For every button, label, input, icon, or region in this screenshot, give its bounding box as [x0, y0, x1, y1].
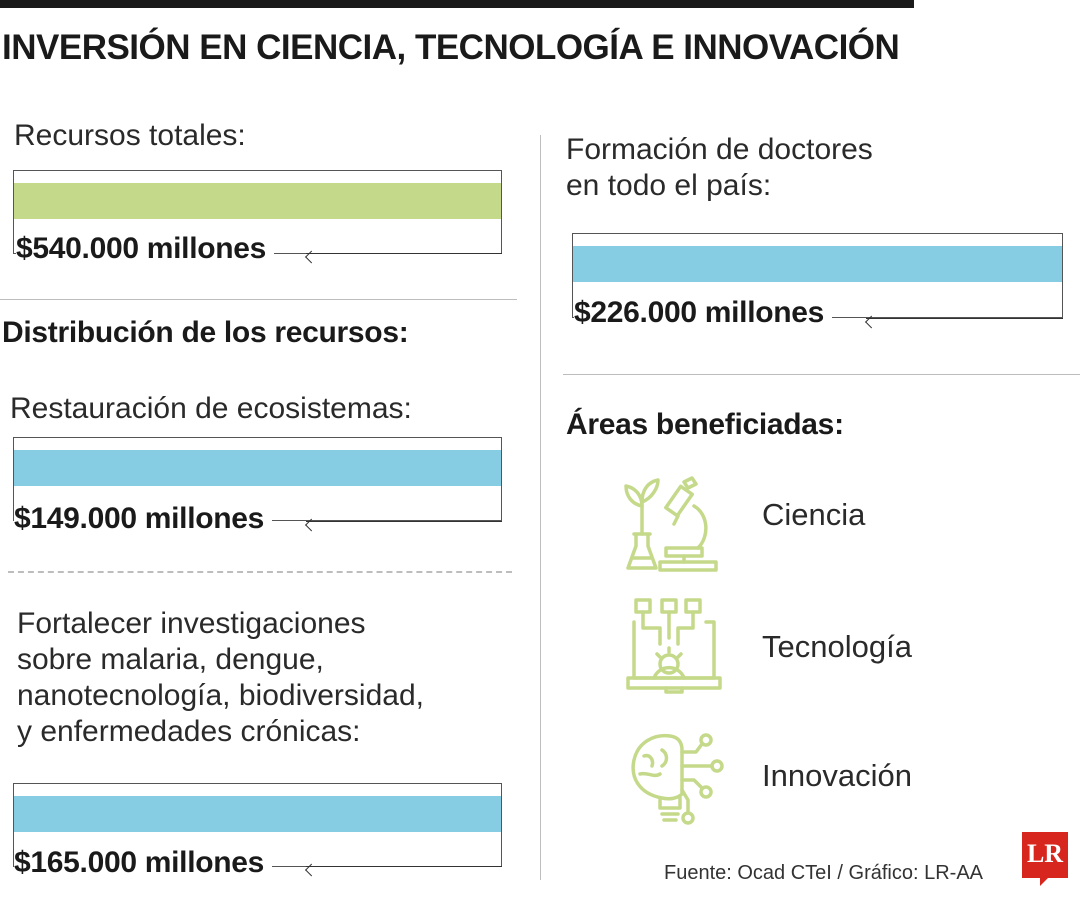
research-label-line-1: Fortalecer investigaciones: [17, 607, 366, 640]
research-bar: [14, 796, 501, 832]
ecosystems-value: $149.000 millones: [14, 502, 273, 536]
arrow-ecosystems: [306, 521, 502, 522]
divider-left-1: [0, 299, 517, 300]
research-label-line-3: nanotecnología, biodiversidad,: [17, 679, 424, 712]
area-label-tecnologia: Tecnología: [762, 629, 912, 664]
doctors-value: $226.000 millones: [574, 296, 833, 330]
distribution-heading: Distribución de los recursos:: [2, 316, 409, 349]
doctors-label-line-2: en todo el país:: [566, 169, 772, 202]
divider-right-1: [563, 374, 1080, 375]
total-bar: [14, 183, 501, 219]
doctors-label-line-1: Formación de doctores: [566, 133, 873, 166]
science-plant-microscope-icon: [624, 476, 718, 572]
brain-bulb-circuit-icon: [631, 733, 724, 825]
column-divider: [540, 135, 541, 880]
source-credit: Fuente: Ocad CTeI / Gráfico: LR-AA: [664, 862, 984, 884]
top-rule: [0, 0, 914, 8]
lr-logo-tail: [1040, 876, 1050, 886]
research-label-line-2: sobre malaria, dengue,: [17, 643, 324, 676]
ecosystems-bar: [14, 450, 501, 486]
area-label-ciencia: Ciencia: [762, 497, 866, 532]
laptop-gear-circuit-icon: [626, 598, 722, 694]
area-label-innovacion: Innovación: [762, 758, 912, 793]
total-resources-label: Recursos totales:: [14, 119, 246, 152]
arrow-doctors: [866, 318, 1063, 319]
page-title: INVERSIÓN EN CIENCIA, TECNOLOGÍA E INNOV…: [2, 28, 900, 67]
doctors-bar: [573, 246, 1062, 282]
research-value: $165.000 millones: [14, 846, 273, 880]
research-label-line-4: y enfermedades crónicas:: [17, 715, 361, 748]
arrow-total: [306, 253, 502, 254]
total-value: $540.000 millones: [16, 232, 275, 266]
arrow-research: [306, 866, 502, 867]
areas-heading: Áreas beneficiadas:: [566, 408, 844, 441]
divider-left-dashed: [8, 571, 512, 573]
ecosystems-label: Restauración de ecosistemas:: [10, 392, 412, 425]
lr-logo: LR: [1022, 832, 1068, 878]
research-bar-frame: [13, 783, 502, 867]
